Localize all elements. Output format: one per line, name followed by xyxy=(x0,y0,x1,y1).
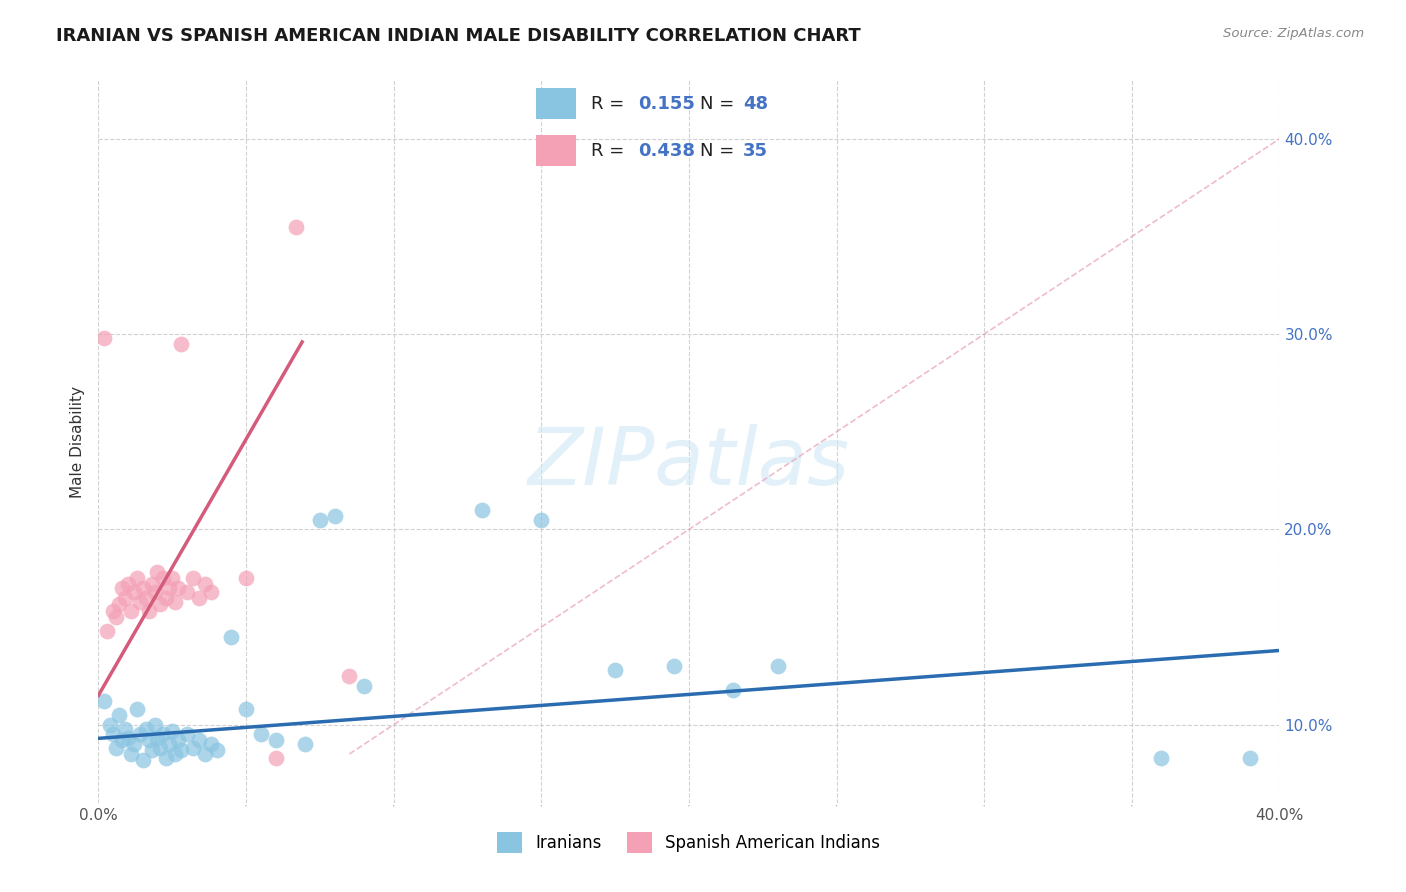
Point xyxy=(200,737,222,751)
Point xyxy=(143,585,166,599)
Point xyxy=(235,571,257,585)
Point xyxy=(471,503,494,517)
Point xyxy=(152,571,174,585)
Point xyxy=(143,717,166,731)
Point xyxy=(200,585,222,599)
Point xyxy=(108,707,131,722)
Point xyxy=(264,733,287,747)
Text: R =: R = xyxy=(592,142,630,160)
Point xyxy=(98,717,121,731)
Point xyxy=(530,513,553,527)
Point xyxy=(309,513,332,527)
Point xyxy=(221,630,243,644)
Point xyxy=(162,723,183,738)
Point xyxy=(167,581,190,595)
Point xyxy=(138,733,160,747)
Text: N =: N = xyxy=(700,142,740,160)
Point xyxy=(103,604,125,618)
Bar xyxy=(536,136,576,166)
Point xyxy=(93,694,115,708)
Text: 48: 48 xyxy=(742,95,768,112)
Point xyxy=(122,737,145,751)
Point xyxy=(194,747,217,761)
Point xyxy=(194,577,217,591)
Point xyxy=(93,331,115,345)
Point xyxy=(723,682,745,697)
Point xyxy=(167,733,190,747)
Point xyxy=(162,571,183,585)
Point xyxy=(125,702,148,716)
Point xyxy=(170,743,193,757)
Point xyxy=(152,727,174,741)
Text: ZIPatlas: ZIPatlas xyxy=(527,425,851,502)
Point xyxy=(114,722,136,736)
Text: R =: R = xyxy=(592,95,630,112)
Point xyxy=(135,722,157,736)
Point xyxy=(1150,751,1173,765)
Point xyxy=(120,604,142,618)
Point xyxy=(235,702,257,716)
Point xyxy=(339,669,361,683)
Point xyxy=(264,751,287,765)
Legend: Iranians, Spanish American Indians: Iranians, Spanish American Indians xyxy=(491,826,887,860)
Point xyxy=(122,585,145,599)
Point xyxy=(1239,751,1261,765)
Point xyxy=(664,659,686,673)
Text: 0.438: 0.438 xyxy=(638,142,695,160)
Point xyxy=(117,731,139,746)
Point xyxy=(117,577,139,591)
Point xyxy=(146,566,169,580)
Point xyxy=(176,727,198,741)
Point xyxy=(138,604,160,618)
Point xyxy=(128,727,150,741)
Point xyxy=(111,733,134,747)
Point xyxy=(165,595,187,609)
Text: N =: N = xyxy=(700,95,740,112)
Bar xyxy=(536,88,576,119)
Point xyxy=(170,337,193,351)
Text: 35: 35 xyxy=(742,142,768,160)
Text: 0.155: 0.155 xyxy=(638,95,695,112)
Point xyxy=(155,591,177,605)
Point xyxy=(176,585,198,599)
Point xyxy=(187,591,209,605)
Point xyxy=(125,571,148,585)
Point xyxy=(146,731,169,746)
Y-axis label: Male Disability: Male Disability xyxy=(70,385,86,498)
Point xyxy=(187,733,209,747)
Point xyxy=(132,581,155,595)
Point xyxy=(157,581,180,595)
Point xyxy=(157,737,180,751)
Point xyxy=(181,741,204,756)
Point xyxy=(105,610,128,624)
Point xyxy=(149,741,172,756)
Point xyxy=(323,508,346,523)
Point xyxy=(155,751,177,765)
Point xyxy=(105,741,128,756)
Point xyxy=(103,727,125,741)
Point xyxy=(149,597,172,611)
Point xyxy=(108,597,131,611)
Point xyxy=(285,219,308,234)
Point xyxy=(128,595,150,609)
Point xyxy=(132,753,155,767)
Point xyxy=(250,727,273,741)
Point xyxy=(135,591,157,605)
Point xyxy=(114,591,136,605)
Point xyxy=(111,581,134,595)
Point xyxy=(141,743,163,757)
Text: Source: ZipAtlas.com: Source: ZipAtlas.com xyxy=(1223,27,1364,40)
Point xyxy=(120,747,142,761)
Point xyxy=(294,737,316,751)
Point xyxy=(181,571,204,585)
Point xyxy=(141,577,163,591)
Point xyxy=(96,624,118,638)
Point xyxy=(766,659,789,673)
Text: IRANIAN VS SPANISH AMERICAN INDIAN MALE DISABILITY CORRELATION CHART: IRANIAN VS SPANISH AMERICAN INDIAN MALE … xyxy=(56,27,860,45)
Point xyxy=(205,743,228,757)
Point xyxy=(353,679,375,693)
Point xyxy=(605,663,627,677)
Point xyxy=(165,747,187,761)
